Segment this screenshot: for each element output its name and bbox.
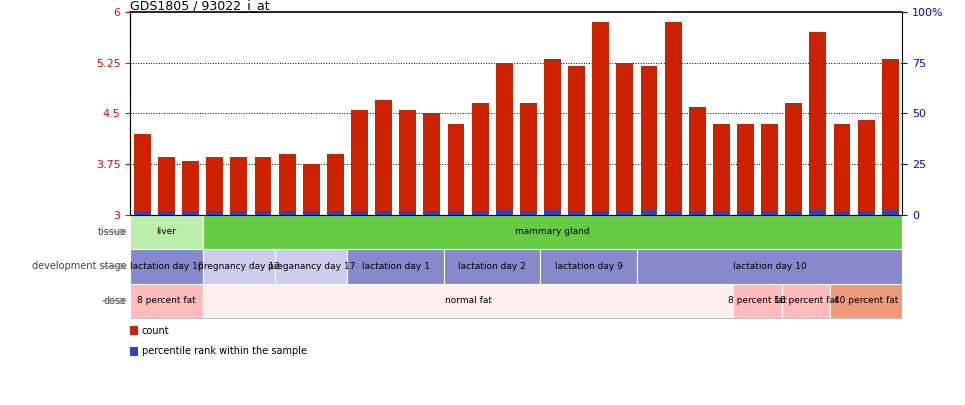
Bar xyxy=(882,210,898,215)
Bar xyxy=(786,211,802,215)
Bar xyxy=(617,211,633,215)
Bar xyxy=(448,211,464,215)
Text: 16 percent fat: 16 percent fat xyxy=(774,296,838,305)
Text: GDS1805 / 93022_i_at: GDS1805 / 93022_i_at xyxy=(130,0,270,12)
Text: lactation day 10: lactation day 10 xyxy=(732,262,807,271)
Bar xyxy=(593,211,609,215)
Bar xyxy=(255,157,271,215)
Bar xyxy=(203,249,275,284)
Bar xyxy=(641,66,657,215)
Bar xyxy=(810,32,826,215)
Bar xyxy=(130,249,203,284)
Bar xyxy=(617,63,633,215)
Bar xyxy=(544,210,561,215)
Bar xyxy=(761,124,778,215)
Bar xyxy=(255,211,271,215)
Text: lactation day 10: lactation day 10 xyxy=(129,262,204,271)
Bar xyxy=(496,63,512,215)
Text: 8 percent fat: 8 percent fat xyxy=(729,296,786,305)
Bar xyxy=(303,164,319,215)
Bar xyxy=(737,124,754,215)
Text: preganancy day 17: preganancy day 17 xyxy=(267,262,355,271)
Bar xyxy=(279,211,295,215)
Bar xyxy=(782,284,830,318)
Bar xyxy=(207,211,223,215)
Bar xyxy=(424,211,440,215)
Bar xyxy=(347,249,444,284)
Bar xyxy=(520,103,537,215)
Bar xyxy=(641,210,657,215)
Bar xyxy=(203,284,733,318)
Bar xyxy=(444,249,540,284)
Bar xyxy=(182,161,199,215)
Bar xyxy=(158,211,175,215)
Bar xyxy=(130,347,138,356)
Bar xyxy=(448,124,464,215)
Text: count: count xyxy=(142,326,170,336)
Bar xyxy=(882,60,898,215)
Bar xyxy=(400,211,416,215)
Bar xyxy=(593,22,609,215)
Bar xyxy=(134,134,151,215)
Bar xyxy=(279,154,295,215)
Bar xyxy=(665,22,681,215)
Bar xyxy=(207,157,223,215)
Bar xyxy=(327,211,344,215)
Bar xyxy=(858,211,874,215)
Bar xyxy=(472,211,488,215)
Bar xyxy=(834,211,850,215)
Bar xyxy=(520,211,537,215)
Bar xyxy=(182,211,199,215)
Bar xyxy=(327,154,344,215)
Bar xyxy=(737,211,754,215)
Bar xyxy=(375,100,392,215)
Text: dose: dose xyxy=(103,296,126,306)
Text: tissue: tissue xyxy=(97,227,126,237)
Bar xyxy=(761,211,778,215)
Text: lactation day 9: lactation day 9 xyxy=(555,262,622,271)
Bar xyxy=(158,157,175,215)
Bar xyxy=(568,211,585,215)
Bar xyxy=(689,107,705,215)
Bar xyxy=(810,210,826,215)
Bar xyxy=(275,249,347,284)
Text: percentile rank within the sample: percentile rank within the sample xyxy=(142,346,307,356)
Bar xyxy=(303,211,319,215)
Bar xyxy=(231,157,247,215)
Bar xyxy=(375,211,392,215)
Text: lactation day 2: lactation day 2 xyxy=(458,262,526,271)
Bar xyxy=(400,110,416,215)
Text: mammary gland: mammary gland xyxy=(515,227,590,237)
Bar xyxy=(568,66,585,215)
Bar xyxy=(858,120,874,215)
Bar xyxy=(665,211,681,215)
Bar xyxy=(134,211,151,215)
Bar xyxy=(689,211,705,215)
Bar xyxy=(351,110,368,215)
Bar xyxy=(733,284,782,318)
Text: liver: liver xyxy=(156,227,177,237)
Bar xyxy=(424,113,440,215)
Bar xyxy=(130,284,203,318)
Bar xyxy=(786,103,802,215)
Text: 40 percent fat: 40 percent fat xyxy=(834,296,898,305)
Text: normal fat: normal fat xyxy=(445,296,491,305)
Bar xyxy=(637,249,902,284)
Bar xyxy=(830,284,902,318)
Text: 8 percent fat: 8 percent fat xyxy=(137,296,196,305)
Bar xyxy=(713,124,730,215)
Bar xyxy=(540,249,637,284)
Bar xyxy=(713,211,730,215)
Bar xyxy=(130,326,138,335)
Bar xyxy=(231,211,247,215)
Bar xyxy=(834,124,850,215)
Bar xyxy=(351,211,368,215)
Bar xyxy=(130,215,203,249)
Bar xyxy=(472,103,488,215)
Bar xyxy=(496,210,512,215)
Text: development stage: development stage xyxy=(32,261,126,271)
Bar xyxy=(544,60,561,215)
Text: pregnancy day 12: pregnancy day 12 xyxy=(198,262,280,271)
Text: lactation day 1: lactation day 1 xyxy=(362,262,429,271)
